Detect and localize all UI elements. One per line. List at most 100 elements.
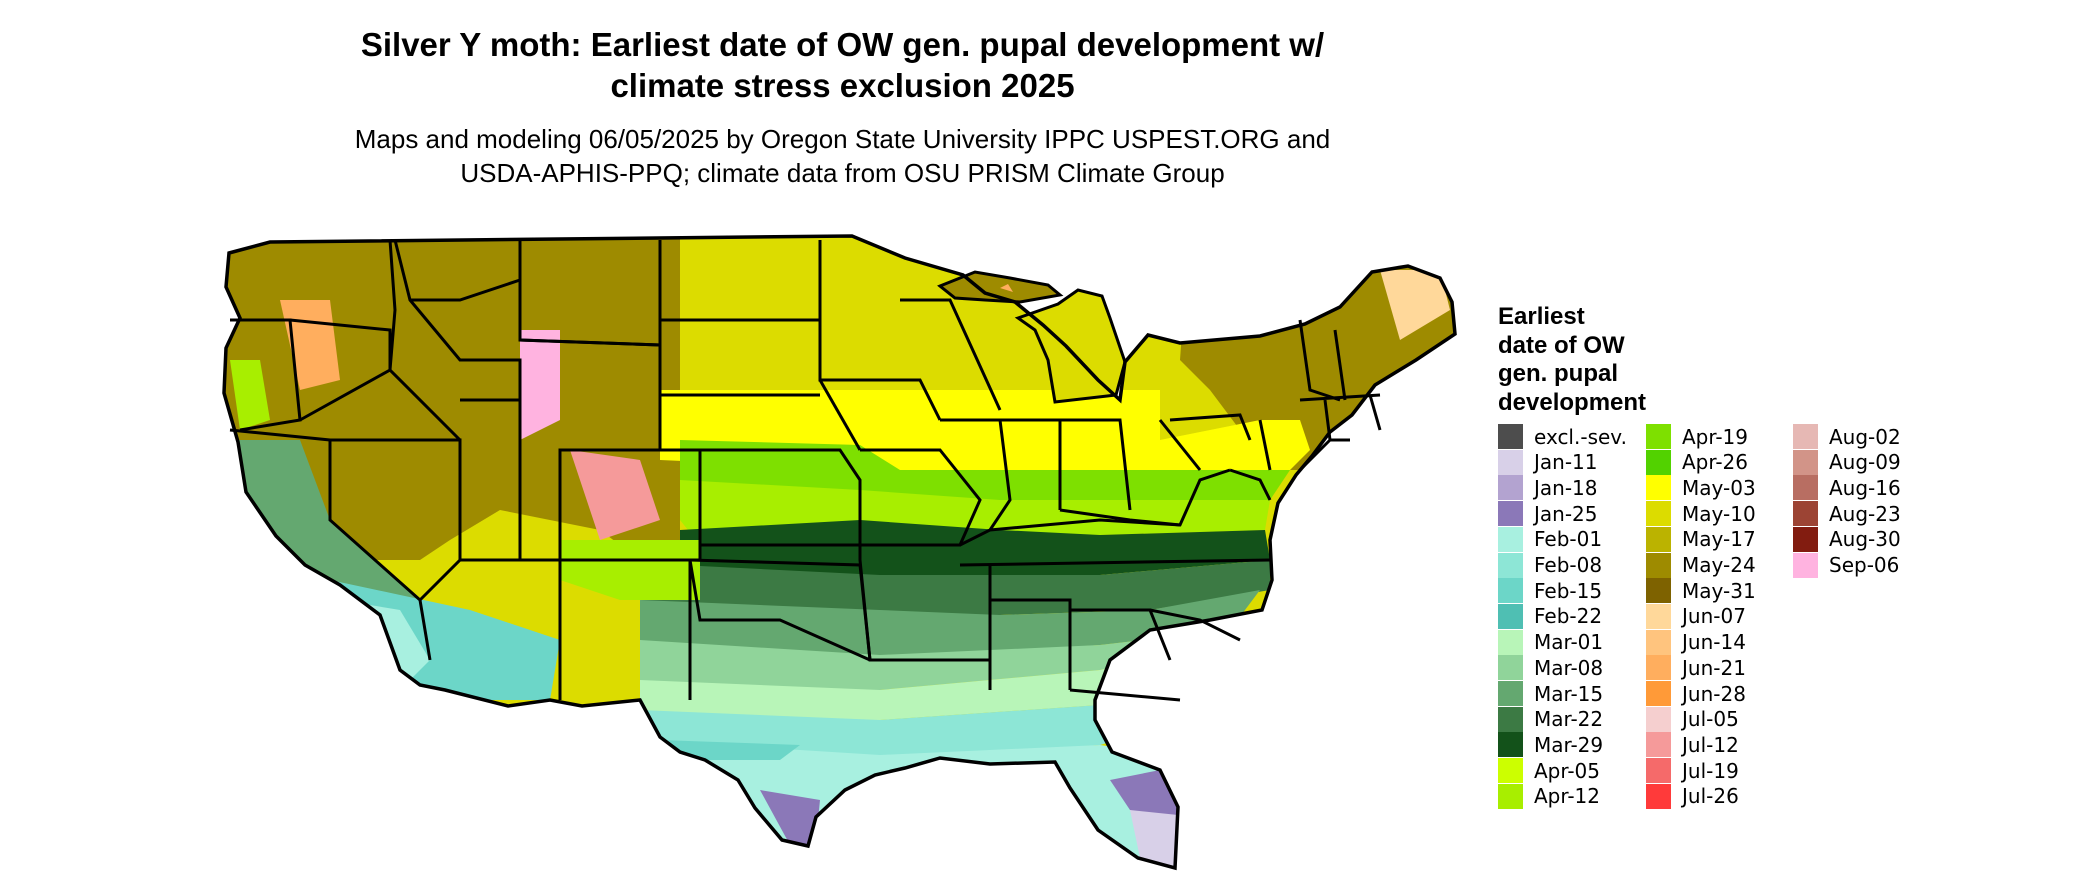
legend-swatch (1498, 783, 1523, 809)
legend-item: Mar-29 (1498, 732, 1603, 758)
us-degree-day-map (222, 234, 1457, 870)
legend-label: Apr-26 (1682, 450, 1748, 475)
legend-item: excl.-sev. (1498, 424, 1627, 449)
legend-item: Aug-16 (1793, 475, 1901, 501)
legend-item: Feb-01 (1498, 526, 1602, 552)
legend-item: Mar-01 (1498, 629, 1604, 655)
legend-label: Mar-15 (1534, 681, 1604, 706)
legend-swatch (1498, 424, 1523, 449)
legend-swatch (1498, 526, 1523, 552)
legend-item: Jan-25 (1498, 501, 1598, 527)
legend-title-line-1: Earliest (1498, 303, 1585, 330)
legend-label: Feb-15 (1534, 578, 1603, 603)
legend-item: Apr-12 (1498, 783, 1600, 809)
legend-label: Jan-18 (1534, 475, 1598, 500)
band-mar22 (640, 560, 1270, 620)
legend-swatch (1498, 449, 1523, 475)
legend-swatch (1498, 578, 1523, 604)
legend-swatch (1793, 526, 1818, 552)
legend-item: May-03 (1646, 475, 1756, 501)
legend-item: Mar-08 (1498, 655, 1604, 681)
legend-item: Jun-21 (1646, 655, 1746, 681)
legend-label: Jul-05 (1682, 707, 1739, 732)
legend-label: May-24 (1682, 553, 1756, 577)
band-mar15 (640, 590, 1260, 665)
legend-swatch (1646, 449, 1671, 475)
legend-label: excl.-sev. (1534, 424, 1627, 449)
legend-label: Jun-21 (1682, 655, 1746, 680)
band-jan11-florida (1130, 810, 1178, 868)
legend-label: Aug-23 (1829, 501, 1901, 526)
legend-swatch (1498, 758, 1523, 784)
legend-item: Aug-23 (1793, 501, 1901, 527)
legend-item: Apr-19 (1646, 424, 1748, 449)
legend-label: Jun-28 (1682, 681, 1746, 706)
legend-label: Mar-08 (1534, 655, 1604, 680)
legend-item: Jul-26 (1646, 783, 1739, 809)
legend-item: Aug-09 (1793, 449, 1901, 475)
legend-swatch (1646, 501, 1671, 527)
legend-item: Sep-06 (1793, 552, 1900, 578)
legend-label: Aug-02 (1829, 424, 1901, 449)
legend-label: May-03 (1682, 475, 1756, 500)
legend-item: Aug-02 (1793, 424, 1901, 449)
state-borders (222, 234, 1457, 870)
subtitle-line-2: USDA-APHIS-PPQ; climate data from OSU PR… (460, 158, 1225, 188)
legend-item: Jul-19 (1646, 758, 1739, 784)
band-maine-jun07 (1380, 270, 1450, 340)
legend-label: Apr-12 (1534, 784, 1600, 809)
legend-item: May-24 (1646, 552, 1756, 578)
legend-item: Jan-11 (1498, 449, 1598, 475)
legend-swatch (1646, 578, 1671, 604)
michigan-lower (1018, 290, 1125, 402)
legend-item: Jun-14 (1646, 629, 1746, 655)
map-title: Silver Y moth: Earliest date of OW gen. … (250, 24, 1435, 106)
legend-swatch (1793, 475, 1818, 501)
legend-swatch (1793, 449, 1818, 475)
map-subtitle: Maps and modeling 06/05/2025 by Oregon S… (250, 122, 1435, 190)
legend-swatch (1646, 783, 1671, 809)
title-line-1: Silver Y moth: Earliest date of OW gen. … (360, 26, 1325, 63)
legend-swatch (1646, 552, 1671, 578)
legend-swatch (1498, 552, 1523, 578)
legend-swatch (1498, 475, 1523, 501)
band-high-elev-pink (520, 330, 560, 440)
legend-label: Jul-26 (1682, 784, 1739, 809)
legend-label: May-17 (1682, 527, 1756, 552)
legend-item: May-10 (1646, 501, 1756, 527)
legend-swatch (1646, 629, 1671, 655)
legend-label: May-31 (1682, 578, 1756, 603)
legend-swatch (1646, 732, 1671, 758)
band-coast-apr12 (230, 360, 270, 430)
legend-label: Mar-01 (1534, 630, 1604, 655)
legend-title-line-3: gen. pupal (1498, 360, 1618, 387)
legend-swatch (1646, 475, 1671, 501)
legend-item: Mar-22 (1498, 706, 1603, 732)
band-mar08 (640, 630, 1230, 700)
legend-swatch (1498, 681, 1523, 706)
legend-label: Jan-11 (1534, 450, 1598, 475)
legend-item: Feb-22 (1498, 603, 1602, 629)
legend-label: Aug-16 (1829, 475, 1901, 500)
legend-item: Jan-18 (1498, 475, 1598, 501)
legend-swatch (1498, 706, 1523, 732)
legend-item: Aug-30 (1793, 526, 1901, 552)
legend-item: Apr-05 (1498, 758, 1600, 784)
legend-swatch (1498, 501, 1523, 527)
legend-swatch (1793, 552, 1818, 578)
legend-item: Feb-08 (1498, 552, 1602, 578)
legend-swatch (1498, 732, 1523, 758)
legend-label: Jul-12 (1682, 732, 1739, 757)
legend-title-line-4: development (1498, 388, 1647, 416)
legend-swatch (1498, 629, 1523, 655)
legend-label: Aug-09 (1829, 450, 1901, 475)
legend-label: Sep-06 (1829, 553, 1900, 577)
legend-swatch (1646, 681, 1671, 706)
legend-swatch (1793, 424, 1818, 449)
legend-swatch (1646, 758, 1671, 784)
title-line-2: climate stress exclusion 2025 (610, 67, 1075, 104)
band-mar01 (640, 650, 1180, 730)
legend-item: Mar-15 (1498, 681, 1603, 706)
isle-royale (1000, 284, 1013, 292)
legend-label: Apr-05 (1534, 758, 1600, 783)
